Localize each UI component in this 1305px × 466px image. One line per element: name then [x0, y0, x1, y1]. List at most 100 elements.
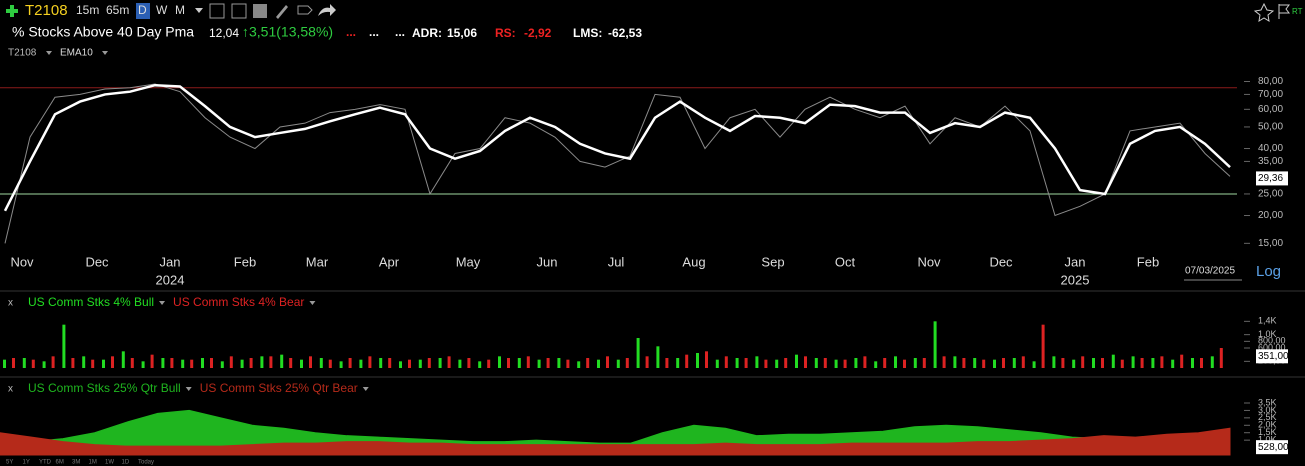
interval-button[interactable]: D [138, 3, 147, 17]
bar [606, 356, 609, 368]
range-button[interactable]: 1Y [23, 460, 30, 466]
bar [121, 351, 125, 368]
last-value-box [1256, 349, 1288, 364]
tool-icon[interactable] [253, 4, 267, 18]
bar [467, 358, 471, 368]
legend-entry[interactable]: US Comm Stks 4% Bull [28, 295, 154, 309]
y-tick-label: 1,0K [1258, 329, 1277, 339]
y-tick-label: 2,5K [1258, 412, 1277, 422]
range-button[interactable]: 1W [105, 460, 114, 466]
y-tick-label: 3,0K [1258, 405, 1277, 415]
bar [557, 358, 561, 368]
bar [111, 356, 114, 368]
bar [1131, 356, 1135, 368]
bar [854, 358, 858, 368]
dropdown-icon[interactable] [102, 51, 108, 55]
bar [1092, 358, 1095, 368]
bar [903, 359, 906, 368]
bar [260, 356, 264, 368]
range-button[interactable]: Today [138, 460, 154, 466]
range-button[interactable]: 1D [122, 460, 130, 466]
legend-entry[interactable]: US Comm Stks 25% Qtr Bull [28, 381, 181, 395]
bar [696, 353, 699, 368]
dropdown-icon[interactable] [195, 8, 203, 13]
interval-button[interactable]: 65m [106, 3, 129, 17]
dots[interactable]: ... [346, 25, 356, 39]
pen-icon[interactable] [276, 5, 288, 19]
bar [1180, 354, 1184, 368]
range-button[interactable]: 6M [56, 460, 64, 466]
symbol[interactable]: T2108 [25, 2, 68, 19]
log-toggle[interactable]: Log [1256, 263, 1281, 280]
study-selector[interactable]: EMA10 [60, 48, 93, 59]
bar [130, 358, 134, 368]
add-icon[interactable] [6, 5, 18, 17]
close-panel[interactable]: x [8, 298, 13, 309]
bar [1101, 358, 1104, 368]
range-button[interactable]: YTD [39, 460, 52, 466]
dropdown-icon[interactable] [46, 51, 52, 55]
bar [201, 358, 204, 368]
bar [339, 361, 343, 368]
series-line [4, 83, 1231, 244]
bar [82, 356, 86, 368]
bar [359, 359, 363, 368]
year-label: 2025 [1061, 272, 1090, 287]
y-tick-label: 600,00 [1258, 342, 1286, 352]
bar [91, 359, 95, 368]
tool-icon[interactable] [209, 3, 225, 19]
y-tick-label: 25,00 [1258, 189, 1283, 200]
flag-icon[interactable] [1278, 4, 1290, 19]
bar [933, 321, 937, 368]
y-tick-label: 60,00 [1258, 104, 1283, 115]
x-tick-label: Nov [10, 254, 34, 269]
bar [1012, 358, 1016, 368]
interval-button[interactable]: W [156, 3, 168, 17]
bar [487, 359, 491, 368]
y-tick-label: 80,00 [1258, 76, 1283, 87]
bar [1081, 356, 1085, 368]
range-button[interactable]: 5Y [6, 460, 13, 466]
tool-icon[interactable] [231, 3, 247, 19]
x-tick-label: Feb [234, 254, 256, 269]
bar [1061, 358, 1065, 368]
bar [1111, 354, 1115, 368]
x-tick-label: Jul [608, 254, 625, 269]
share-icon[interactable] [318, 4, 336, 16]
tool-icon[interactable] [297, 5, 313, 15]
bar [1002, 358, 1005, 368]
interval-button[interactable]: 15m [76, 3, 99, 17]
bar [3, 359, 6, 368]
legend-entry[interactable]: US Comm Stks 25% Qtr Bear [200, 381, 358, 395]
range-button[interactable]: 1M [89, 460, 97, 466]
close-panel[interactable]: x [8, 384, 13, 395]
y-tick-label: 15,00 [1258, 238, 1283, 249]
bar [597, 359, 600, 368]
interval-button[interactable]: M [175, 3, 185, 17]
date-box[interactable]: 07/03/2025 [1185, 266, 1235, 277]
bar [784, 358, 788, 368]
bar [537, 359, 541, 368]
y-tick-label: 20,00 [1258, 210, 1283, 221]
bar [71, 358, 75, 368]
bar [102, 359, 105, 368]
bar [478, 361, 482, 368]
bar [280, 354, 284, 368]
star-icon[interactable] [1253, 2, 1275, 22]
legend-entry[interactable]: US Comm Stks 4% Bear [173, 295, 304, 309]
bar [220, 361, 224, 368]
x-tick-label: Nov [917, 254, 941, 269]
bar [1032, 361, 1036, 368]
bar [12, 358, 15, 368]
last-value-box [1256, 171, 1288, 186]
dots[interactable]: ... [369, 25, 379, 39]
last-value-label: 351,00 [1258, 351, 1289, 362]
series-selector[interactable]: T2108 [8, 48, 37, 59]
bar [645, 356, 649, 368]
bar [1041, 324, 1045, 368]
range-button[interactable]: 3M [72, 460, 80, 466]
bar [676, 358, 680, 368]
x-tick-label: Dec [85, 254, 109, 269]
interval-active-bg [136, 3, 150, 19]
adr-label: ADR: [412, 26, 442, 40]
